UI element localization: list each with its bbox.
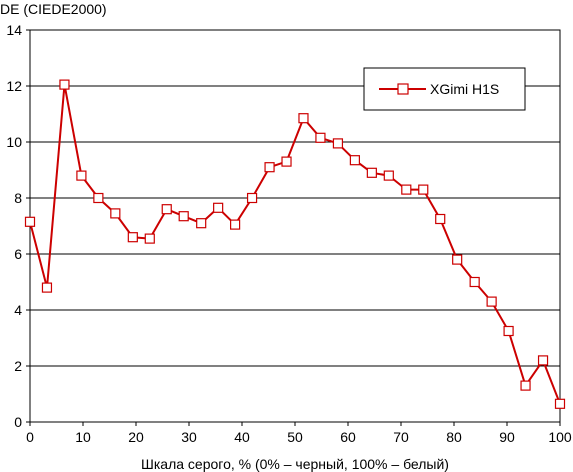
data-point-13 — [246, 192, 258, 204]
x-tick-label-30: 30 — [181, 429, 197, 445]
x-tick-label-70: 70 — [393, 429, 409, 445]
data-point-14 — [264, 162, 275, 173]
x-tick-label-50: 50 — [287, 429, 303, 445]
data-point-26 — [469, 276, 480, 288]
data-point-1 — [41, 282, 53, 293]
legend: XGimi H1S — [363, 67, 526, 111]
x-tick-label-10: 10 — [75, 429, 91, 445]
data-point-9 — [178, 211, 189, 222]
data-point-27 — [486, 296, 497, 307]
y-axis-title: DE (CIEDE2000) — [0, 1, 107, 17]
x-axis: 0 10 20 30 40 50 60 70 80 90 100 — [26, 422, 572, 445]
data-point-6 — [127, 232, 138, 243]
data-point-28 — [503, 325, 514, 337]
x-tick-label-20: 20 — [128, 429, 144, 445]
y-tick-label-0: 0 — [14, 414, 22, 430]
x-axis-title: Шкала серого, % (0% – черный, 100% – бел… — [141, 456, 449, 472]
data-point-7 — [144, 233, 155, 244]
series-xgimi-h1s — [24, 79, 566, 409]
data-point-24 — [435, 213, 446, 225]
data-point-12 — [230, 219, 241, 230]
data-point-0 — [24, 216, 36, 227]
data-point-16 — [298, 113, 309, 124]
data-point-8 — [161, 204, 172, 215]
y-axis: 0 2 4 6 8 10 12 14 — [6, 22, 30, 430]
data-point-18 — [332, 138, 344, 149]
grid-lines — [30, 85, 560, 367]
data-point-2 — [59, 79, 70, 90]
data-point-31 — [554, 398, 566, 409]
y-tick-label-6: 6 — [14, 246, 22, 262]
data-point-29 — [520, 380, 531, 391]
data-point-5 — [110, 208, 121, 219]
data-point-15 — [281, 156, 292, 167]
data-point-19 — [349, 155, 360, 166]
series-line-0 — [29, 83, 561, 405]
data-point-23 — [418, 184, 429, 195]
y-tick-label-8: 8 — [14, 190, 22, 206]
x-tick-label-40: 40 — [234, 429, 250, 445]
x-tick-label-100: 100 — [548, 429, 572, 445]
x-tick-label-60: 60 — [340, 429, 356, 445]
data-point-21 — [383, 170, 394, 181]
data-point-25 — [452, 254, 463, 265]
x-tick-label-0: 0 — [26, 429, 34, 445]
y-tick-label-10: 10 — [6, 134, 22, 150]
data-point-3 — [76, 170, 87, 181]
data-point-10 — [196, 218, 207, 229]
legend-marker — [397, 83, 409, 95]
data-point-22 — [401, 184, 412, 195]
y-tick-label-4: 4 — [14, 302, 22, 318]
y-tick-label-2: 2 — [14, 358, 22, 374]
y-tick-label-12: 12 — [6, 78, 22, 94]
data-point-11 — [213, 202, 224, 213]
legend-label: XGimi H1S — [430, 81, 499, 97]
data-point-30 — [537, 355, 549, 366]
y-tick-label-14: 14 — [6, 22, 22, 38]
x-tick-label-80: 80 — [446, 429, 462, 445]
data-point-17 — [315, 132, 326, 143]
data-point-20 — [366, 167, 377, 178]
x-tick-label-90: 90 — [499, 429, 515, 445]
data-point-4 — [93, 192, 104, 204]
